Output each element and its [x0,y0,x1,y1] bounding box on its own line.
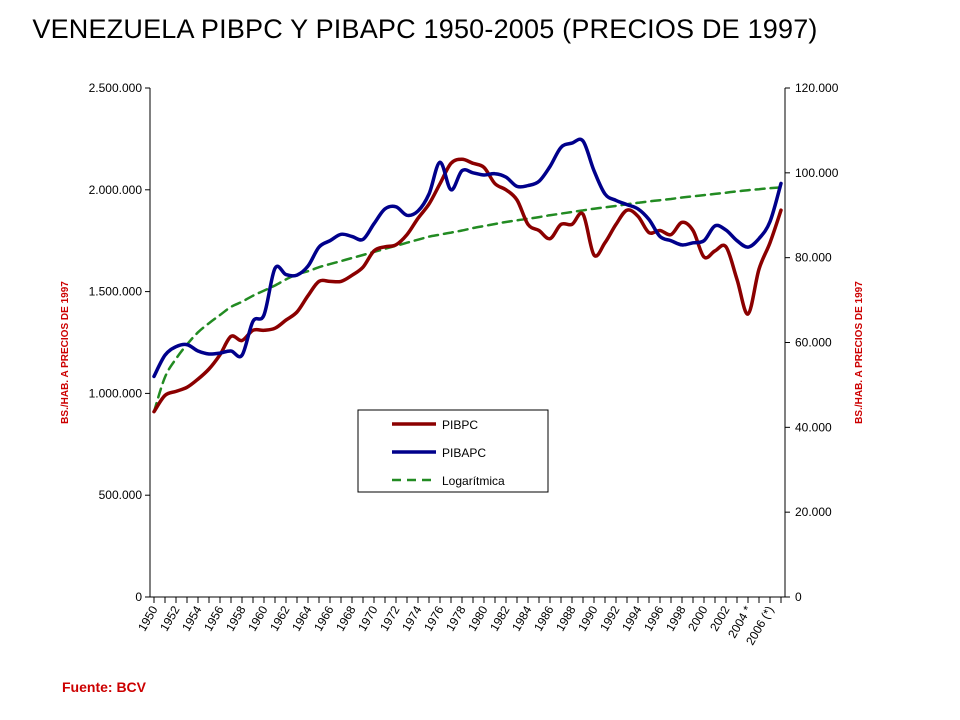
series-layer [152,137,783,414]
legend-label: PIBPC [442,418,478,432]
x-tick-label: 2000 [685,603,711,633]
left-tick-label: 2.500.000 [89,81,143,95]
x-tick-label: 1954 [179,603,205,633]
x-tick-label: 1956 [201,603,227,633]
right-tick-label: 20.000 [795,505,832,519]
series-line-pibpc [152,157,783,414]
axes-layer: 0 500.000 1.000.000 1.500.000 2.000.000 2.500… [60,81,865,647]
x-tick-label: 1998 [663,603,689,633]
right-tick-label: 100.000 [795,166,839,180]
x-tick-label: 1990 [575,603,601,633]
x-tick-label: 1958 [223,603,249,633]
x-tick-label: 1994 [619,603,645,633]
x-tick-label: 1960 [245,603,271,633]
x-tick-label: 1984 [509,603,535,633]
right-tick-label: 80.000 [795,251,832,265]
legend-box [357,409,549,493]
x-tick-label: 1974 [399,603,425,633]
left-tick-label: 0 [135,590,142,604]
right-axis-title: BS./HAB. A PRECIOS DE 1997 [854,281,865,424]
right-tick-label: 40.000 [795,420,832,434]
x-tick-label: 1976 [421,603,447,633]
series-line-logar-tmica [152,186,783,413]
right-tick-label: 120.000 [795,81,839,95]
x-tick-label: 1966 [311,603,337,633]
left-axis-title: BS./HAB. A PRECIOS DE 1997 [60,281,71,424]
x-tick-label: 1972 [377,603,403,633]
right-tick-label: 0 [795,590,802,604]
x-tick-label: 1970 [355,603,381,633]
source-note: Fuente: BCV [62,679,146,695]
x-tick-label: 1978 [443,603,469,633]
left-tick-label: 1.500.000 [89,285,143,299]
x-tick-label: 1992 [597,603,623,633]
x-tick-label: 1982 [487,603,513,633]
left-tick-label: 2.000.000 [89,183,143,197]
right-tick-label: 60.000 [795,336,832,350]
x-tick-label: 1980 [465,603,491,633]
x-tick-label: 1986 [531,603,557,633]
x-tick-label: 1968 [333,603,359,633]
legend: PIBPC PIBAPC Logarítmica [357,409,549,493]
series-line-pibapc [152,137,783,379]
x-tick-label: 1996 [641,603,667,633]
x-tick-label: 1964 [289,603,315,633]
x-tick-label: 1962 [267,603,293,633]
chart-title: VENEZUELA PIBPC Y PIBAPC 1950-2005 (PREC… [32,14,818,44]
x-tick-label: 1952 [157,603,183,633]
legend-label: PIBAPC [442,446,486,460]
x-tick-label: 1950 [135,603,161,633]
left-tick-label: 500.000 [99,488,143,502]
legend-label: Logarítmica [442,474,505,488]
left-tick-label: 1.000.000 [89,386,143,400]
x-tick-label: 1988 [553,603,579,633]
